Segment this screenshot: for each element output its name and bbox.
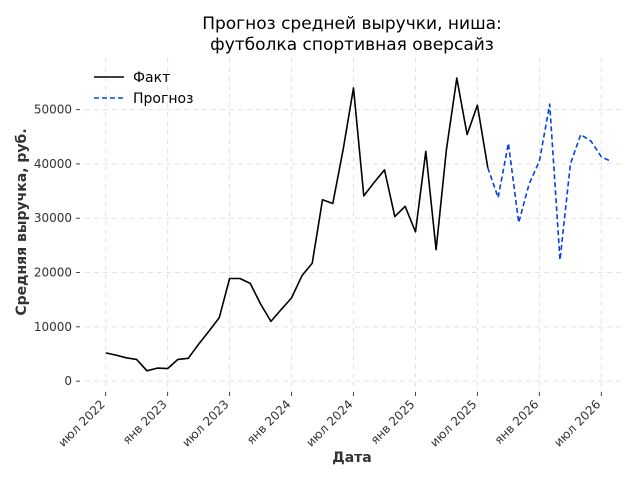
data-point [353,87,355,89]
data-point [157,367,159,369]
data-point [239,278,241,280]
legend-label-forecast: Прогноз [133,91,194,107]
data-point [363,195,365,197]
y-axis-ticks: 0 10000 20000 30000 40000 50000 [34,103,80,388]
data-point [477,104,479,106]
x-tick-label: июл 2022 [55,397,107,449]
grid-lines [85,58,622,392]
x-tick-label: янв 2025 [368,397,418,447]
data-point [497,197,499,199]
data-point [601,156,603,158]
data-point [249,283,251,285]
x-tick-label: июл 2023 [179,397,231,449]
series-line-forecast [487,103,613,261]
data-point [590,140,592,142]
data-point [342,148,344,150]
data-point [167,368,169,370]
data-point [404,206,406,208]
data-point [136,359,138,361]
data-point [301,275,303,277]
y-tick-label: 40000 [34,157,72,171]
data-point [394,216,396,218]
data-point [549,103,551,105]
data-point [115,354,117,356]
series-line-fact [105,77,489,372]
data-point [559,259,561,261]
x-tick-label: июл 2026 [551,397,603,449]
data-point [280,309,282,311]
x-axis-ticks: июл 2022 янв 2023 июл 2023 янв 2024 июл 2024… [55,392,603,450]
data-point [539,160,541,162]
data-point [270,321,272,323]
y-tick-label: 0 [64,374,72,388]
chart-title-line-1: Прогноз средней выручки, ниша: [202,14,502,34]
data-point [208,330,210,332]
data-point [311,263,313,265]
y-tick-label: 30000 [34,211,72,225]
x-tick-label: янв 2023 [120,397,170,447]
data-point [177,359,179,361]
data-point [580,134,582,136]
data-point [415,231,417,233]
data-point [425,151,427,153]
data-point [611,161,613,163]
data-point [508,143,510,145]
data-point [146,370,148,372]
x-axis-label: Дата [332,450,371,466]
data-point [570,163,572,165]
y-tick-label: 50000 [34,103,72,117]
data-point [126,357,128,359]
data-point [487,167,489,169]
data-point [466,134,468,136]
series-lines [105,77,613,372]
y-tick-label: 20000 [34,266,72,280]
y-tick-label: 10000 [34,320,72,334]
data-point [198,343,200,345]
data-point [229,278,231,280]
x-tick-label: июл 2024 [303,397,355,449]
data-point [219,317,221,319]
x-tick-label: июл 2025 [427,397,479,449]
legend: Факт Прогноз [94,70,194,107]
data-point [291,297,293,299]
data-point [260,303,262,305]
y-axis-label: Средняя выручка, руб. [14,128,30,315]
data-point [446,149,448,151]
data-point [188,358,190,360]
x-tick-label: янв 2024 [244,397,294,447]
data-point [105,352,107,354]
data-point [322,199,324,201]
data-point [528,183,530,185]
chart-title-line-2: футболка спортивная оверсайз [210,35,494,55]
data-point [435,249,437,251]
data-point [332,203,334,205]
legend-label-fact: Факт [133,70,170,86]
data-point [518,222,520,224]
data-point [456,77,458,79]
x-tick-label: янв 2026 [492,397,542,447]
data-point [384,169,386,171]
data-point [373,182,375,184]
